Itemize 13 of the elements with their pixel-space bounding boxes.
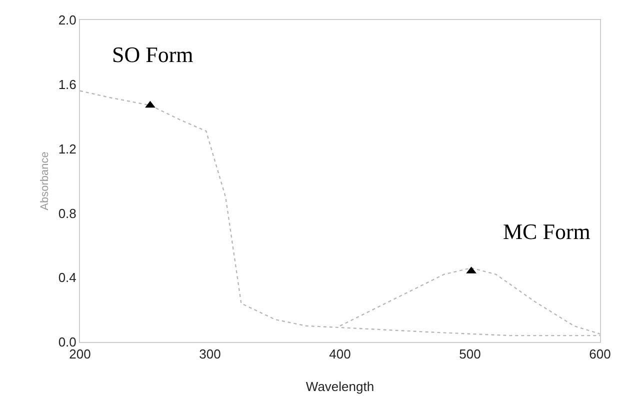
y-tick-label: 2.0: [58, 12, 76, 28]
y-tick-label: 0.4: [58, 270, 76, 286]
x-tick-label: 600: [589, 346, 611, 362]
y-tick-label: 1.2: [58, 141, 76, 156]
series-label: SO Form: [112, 42, 194, 67]
x-tick-label: 400: [329, 346, 351, 362]
y-tick-label: 1.6: [58, 76, 76, 92]
x-tick-label: 500: [459, 346, 481, 362]
y-tick-label: 0.8: [58, 206, 76, 221]
x-tick-label: 300: [199, 346, 221, 362]
x-axis-title: Wavelength: [306, 379, 374, 394]
y-axis-title: Absorbance: [39, 152, 51, 210]
series-label: MC Form: [503, 219, 590, 244]
